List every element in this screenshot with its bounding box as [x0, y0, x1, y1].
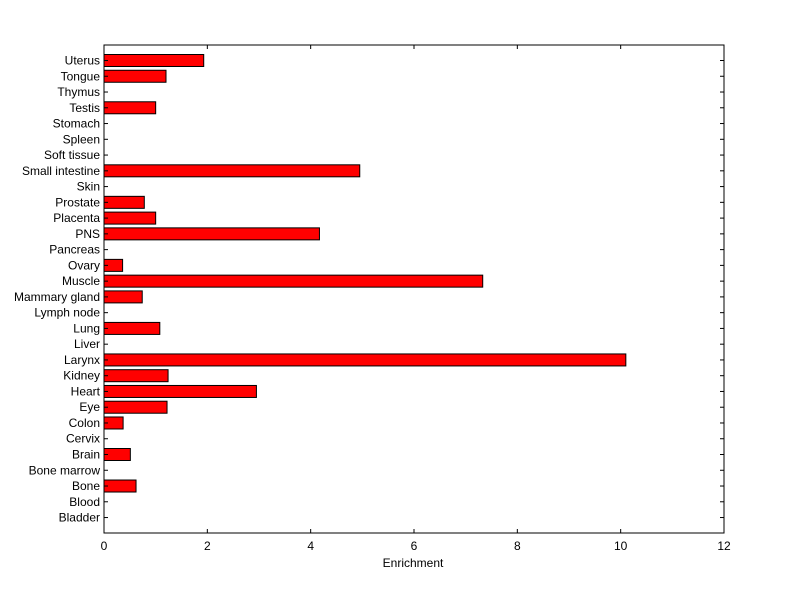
y-tick-label: Brain: [72, 448, 100, 462]
y-tick-label: Liver: [74, 337, 100, 351]
y-tick-label: Blood: [69, 495, 100, 509]
bar-kidney: [103, 369, 169, 383]
y-tick-label: Small intestine: [22, 164, 100, 178]
y-tick-label: Uterus: [65, 54, 100, 68]
bar-tongue: [103, 69, 167, 83]
y-tick-label: Muscle: [62, 274, 100, 288]
x-axis: 0 2 4 6 8 10 12: [101, 45, 731, 553]
y-tick-label: Lung: [73, 321, 100, 335]
y-tick-label: Bone marrow: [29, 463, 101, 477]
y-tick-label: Larynx: [64, 353, 100, 367]
y-tick-label: Cervix: [66, 432, 100, 446]
y-tick-label: Colon: [69, 416, 100, 430]
y-tick-label: Thymus: [57, 85, 100, 99]
y-tick-label: Prostate: [55, 195, 100, 209]
bar-bone: [103, 479, 137, 493]
x-tick-label: 0: [101, 539, 108, 553]
bar-testis: [103, 101, 157, 115]
y-tick-label: Soft tissue: [44, 148, 100, 162]
x-tick-label: 8: [514, 539, 521, 553]
bar-muscle: [103, 274, 484, 288]
y-tick-label: Bone: [72, 479, 100, 493]
bar-placenta: [103, 211, 157, 225]
x-tick-label: 10: [614, 539, 628, 553]
plot-frame: [103, 44, 725, 534]
bar-larynx: [103, 353, 627, 367]
bar-eye: [103, 400, 168, 414]
y-tick-label: PNS: [75, 227, 100, 241]
y-tick-label: Pancreas: [49, 243, 100, 257]
y-tick-label: Ovary: [68, 258, 100, 272]
bar-prostate: [103, 195, 145, 209]
y-tick-label: Spleen: [63, 132, 100, 146]
y-tick-label: Stomach: [53, 117, 100, 131]
bar-uterus: [103, 54, 205, 67]
y-tick-label: Eye: [79, 400, 100, 414]
x-tick-label: 2: [204, 539, 211, 553]
x-axis-label: Enrichment: [383, 556, 444, 570]
bar-mammary-gland: [103, 290, 143, 304]
y-tick-label: Placenta: [53, 211, 100, 225]
y-tick-label: Bladder: [59, 511, 100, 525]
y-tick-label: Tongue: [61, 69, 101, 83]
y-tick-label: Heart: [71, 384, 101, 398]
bar-lung: [103, 321, 161, 335]
x-tick-label: 6: [411, 539, 418, 553]
y-tick-label: Testis: [69, 101, 100, 115]
bars-group: [103, 54, 627, 493]
y-tick-label: Lymph node: [34, 306, 100, 320]
y-tick-label: Mammary gland: [14, 290, 100, 304]
bar-small-intestine: [103, 164, 361, 178]
y-tick-label: Skin: [77, 180, 100, 194]
bar-pns: [103, 227, 320, 241]
x-tick-label: 4: [307, 539, 314, 553]
x-tick-label: 12: [717, 539, 731, 553]
y-tick-label: Kidney: [63, 369, 100, 383]
bar-heart: [103, 384, 257, 398]
